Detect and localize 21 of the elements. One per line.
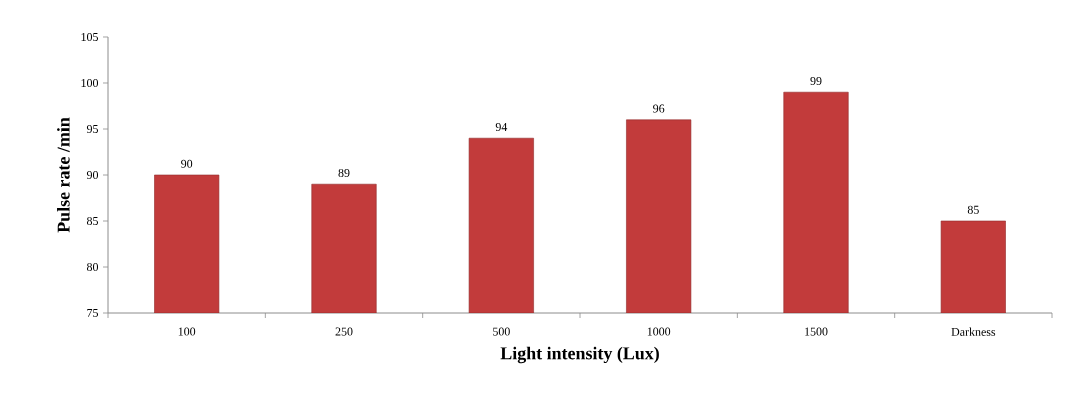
x-tick-label: 100 (178, 327, 196, 336)
x-tick-label: 500 (493, 327, 510, 336)
y-tick-label: 80 (86, 262, 99, 272)
y-tick-label: 95 (86, 124, 99, 134)
data-label: 85 (967, 205, 979, 214)
y-tick-label: 90 (86, 170, 99, 180)
y-tick-label: 100 (81, 78, 99, 88)
x-tick-label: Darkness (951, 327, 996, 336)
x-tick-label: 1000 (647, 327, 671, 336)
x-tick-label: 1500 (805, 327, 828, 336)
data-label: 96 (653, 104, 665, 113)
data-label: 89 (338, 168, 350, 177)
y-tick-label: 75 (87, 309, 99, 317)
y-tick-label: 105 (81, 32, 99, 42)
x-tick-label: 250 (335, 327, 353, 336)
y-tick-label: 85 (86, 216, 99, 226)
y-axis-title: Pulse rate /min (57, 117, 70, 233)
data-label: 94 (495, 122, 508, 131)
data-label: 99 (810, 76, 822, 85)
data-label: 90 (181, 159, 193, 168)
x-axis-title: Light intensity (Lux) (500, 346, 659, 364)
